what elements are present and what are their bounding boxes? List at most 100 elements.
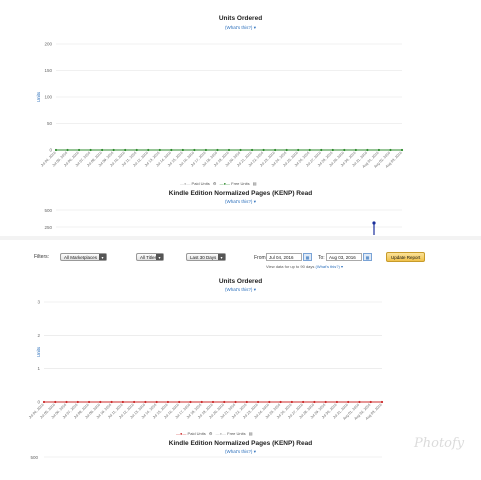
data-point	[268, 400, 271, 404]
legend-paid-units[interactable]: —●— Paid Units	[180, 181, 210, 186]
marketplace-select[interactable]: All Marketplaces ▾	[60, 253, 107, 261]
data-point	[77, 148, 81, 152]
data-point	[89, 148, 92, 152]
chevron-down-icon[interactable]: ▾	[340, 264, 343, 269]
y-tick-label: 1	[37, 366, 40, 371]
data-point	[87, 400, 91, 404]
data-point	[324, 400, 327, 404]
chevron-down-icon[interactable]: ▾	[99, 254, 106, 260]
legend-paid-label[interactable]: Paid Units	[187, 431, 206, 436]
data-point	[335, 400, 339, 404]
whats-this-link[interactable]: (What's this?) ▾	[0, 25, 481, 31]
from-date-input[interactable]: Jul 04, 2016	[266, 253, 302, 261]
data-point	[110, 400, 113, 404]
data-point	[178, 400, 181, 404]
data-point	[331, 148, 334, 152]
titles-select[interactable]: All Titles ▾	[136, 253, 164, 261]
chevron-down-icon[interactable]: ▾	[253, 449, 256, 454]
data-point	[121, 400, 124, 404]
data-point	[65, 400, 68, 404]
settings-icon[interactable]: ⚙	[208, 431, 213, 436]
legend-paid-units[interactable]: —●— Paid Units	[176, 431, 206, 436]
panel-separator	[0, 236, 481, 240]
data-point	[42, 400, 46, 404]
data-point	[354, 148, 357, 152]
data-point	[245, 400, 248, 404]
data-point	[302, 400, 305, 404]
data-point	[211, 400, 215, 404]
data-point	[147, 148, 150, 152]
y-tick-label: 3	[37, 300, 40, 305]
kenp-whats-this-text[interactable]: (What's this?)	[225, 449, 253, 454]
data-point	[347, 400, 350, 404]
chart-legend: —●— Paid Units ⚙ —●— Free Units ▤	[180, 181, 257, 186]
kenp-marker-point	[372, 221, 376, 225]
y-tick-label: 150	[44, 68, 52, 73]
y-tick-label: 100	[44, 95, 52, 100]
y-tick-label: 200	[44, 42, 52, 47]
data-point	[227, 148, 231, 152]
date-range-value[interactable]: Last 30 Days	[190, 255, 217, 260]
data-point	[358, 400, 361, 404]
units-ordered-title: Units Ordered	[218, 15, 263, 22]
hint-whats-this-link[interactable]: (What's this?)	[315, 264, 340, 269]
data-point	[200, 400, 203, 404]
kenp-whats-this-link[interactable]: (What's this?) ▾	[0, 449, 481, 455]
calendar-icon[interactable]: ▦	[303, 253, 312, 261]
to-date-input[interactable]: Aug 03, 2016	[326, 253, 362, 261]
legend-free-units[interactable]: —●— Free Units	[219, 181, 250, 186]
kenp-tick-label: 250	[44, 225, 52, 230]
data-point	[189, 400, 192, 404]
kenp-whats-this-text[interactable]: (What's this?)	[225, 199, 253, 204]
legend-free-units[interactable]: —●— Free Units	[215, 431, 246, 436]
data-point	[112, 148, 115, 152]
data-point	[181, 148, 184, 152]
chevron-down-icon[interactable]: ▾	[218, 254, 225, 260]
whats-this-text[interactable]: (What's this?)	[225, 287, 253, 292]
kenp-tick-label: 500	[44, 208, 52, 213]
chevron-down-icon[interactable]: ▾	[253, 25, 256, 30]
update-report-button[interactable]: Update Report	[386, 252, 426, 262]
data-point	[239, 148, 242, 152]
data-point	[101, 148, 104, 152]
chevron-down-icon[interactable]: ▾	[156, 254, 163, 260]
settings-icon[interactable]: ⚙	[212, 181, 217, 186]
data-point	[366, 148, 369, 152]
data-point	[234, 400, 237, 404]
data-point	[274, 148, 277, 152]
legend-free-label[interactable]: Free Units	[231, 181, 250, 186]
y-tick-label: 0	[49, 148, 52, 153]
legend-free-label[interactable]: Free Units	[227, 431, 246, 436]
kenp-chart-bottom: 500	[30, 455, 382, 460]
titles-value[interactable]: All Titles	[140, 255, 157, 260]
data-point	[400, 148, 404, 152]
whats-this-text[interactable]: (What's this?)	[225, 25, 253, 30]
data-point	[155, 400, 158, 404]
kenp-whats-this-link[interactable]: (What's this?) ▾	[0, 199, 481, 205]
date-range-hint-text: View data for up to 90 days	[266, 264, 315, 269]
bottom-report-panel: Filters: All Marketplaces ▾ All Titles ▾ L…	[0, 240, 481, 480]
chevron-down-icon[interactable]: ▾	[253, 287, 256, 292]
print-icon[interactable]: ▤	[252, 181, 257, 186]
data-point	[158, 148, 161, 152]
print-icon[interactable]: ▤	[248, 431, 253, 436]
data-point	[297, 148, 300, 152]
whats-this-link[interactable]: (What's this?) ▾	[0, 287, 481, 293]
chevron-down-icon[interactable]: ▾	[253, 199, 256, 204]
legend-paid-label[interactable]: Paid Units	[191, 181, 210, 186]
calendar-icon[interactable]: ▦	[363, 253, 372, 261]
y-tick-label: 0	[37, 400, 40, 405]
data-point	[54, 148, 58, 152]
data-point	[144, 400, 147, 404]
kenp-chart-top: 500 250	[44, 208, 402, 235]
data-point	[308, 148, 311, 152]
data-point	[193, 148, 196, 152]
data-point	[216, 148, 219, 152]
data-point	[343, 148, 346, 152]
marketplace-value[interactable]: All Marketplaces	[64, 255, 98, 260]
units-ordered-title: Units Ordered	[218, 278, 263, 285]
data-point	[313, 400, 316, 404]
date-range-select[interactable]: Last 30 Days ▾	[186, 253, 226, 261]
y-tick-label: 50	[47, 121, 53, 126]
